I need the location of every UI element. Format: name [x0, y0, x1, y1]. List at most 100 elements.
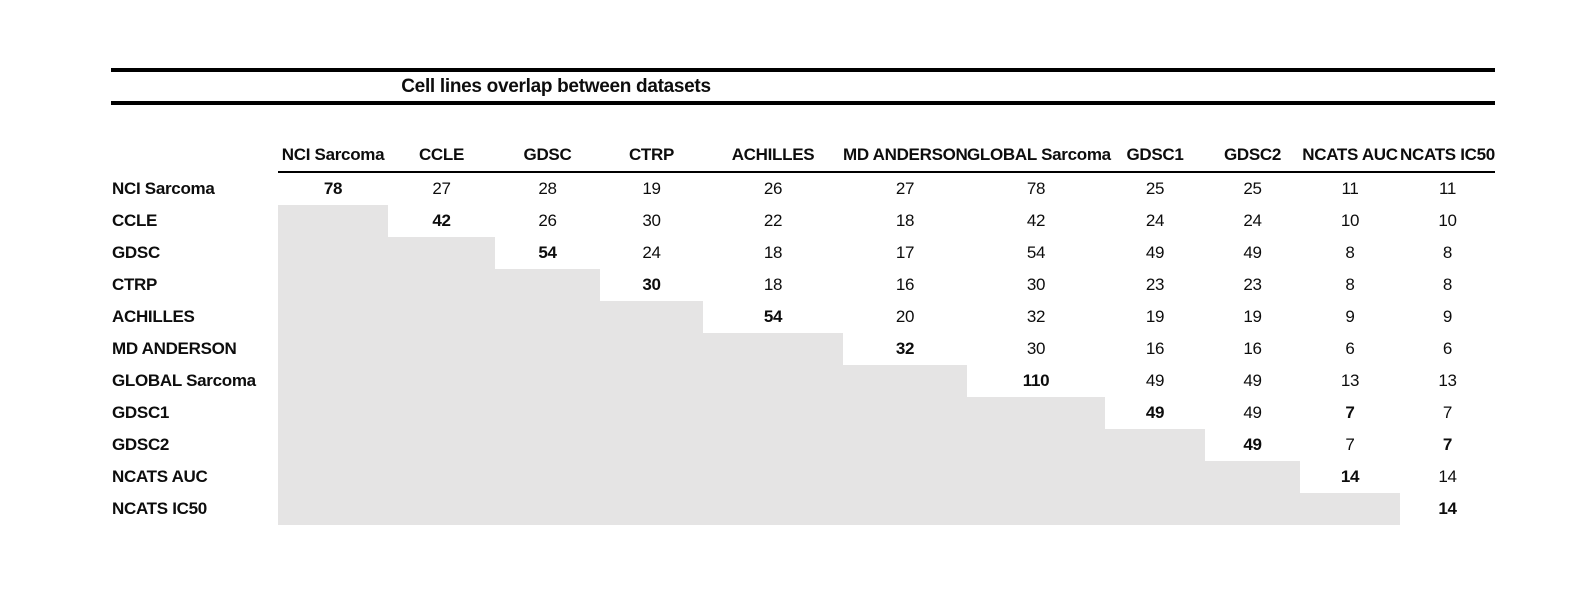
shaded-cell [600, 301, 703, 333]
shaded-cell [278, 429, 388, 461]
overlap-value-cell: 26 [763, 179, 783, 198]
shaded-cell [1105, 493, 1205, 525]
overlap-value-cell: 32 [895, 339, 915, 358]
overlap-value-cell: 54 [538, 243, 557, 262]
overlap-value-cell: 42 [1026, 211, 1046, 230]
overlap-value-cell: 27 [895, 179, 915, 198]
overlap-value-cell: 23 [1145, 275, 1165, 294]
title-bottom-rule [111, 101, 1495, 105]
shaded-cell [703, 493, 843, 525]
title-top-rule [111, 68, 1495, 72]
overlap-value-cell: 7 [1345, 435, 1355, 454]
table-row: GDSC1 49 49 7 7 [112, 397, 1495, 429]
table-row: MD ANDERSON 32 30 16 16 6 6 [112, 333, 1495, 365]
overlap-value-cell: 20 [895, 307, 915, 326]
row-label: NCI Sarcoma [112, 178, 215, 198]
overlap-value-cell: 30 [642, 211, 661, 230]
overlap-value-cell: 8 [1442, 275, 1453, 294]
shaded-cell [600, 365, 703, 397]
overlap-value-cell: 9 [1442, 307, 1453, 326]
table-row: NCATS IC50 14 [112, 493, 1495, 525]
overlap-value-cell: 7 [1442, 403, 1453, 422]
overlap-value-cell: 27 [432, 179, 451, 198]
overlap-value-cell: 19 [1243, 307, 1262, 326]
overlap-value-cell: 11 [1438, 179, 1457, 198]
overlap-value-cell: 18 [895, 211, 915, 230]
overlap-value-cell: 24 [1243, 211, 1262, 230]
shaded-cell [495, 333, 600, 365]
shaded-cell [388, 237, 495, 269]
overlap-value-cell: 7 [1345, 403, 1355, 422]
shaded-cell [1205, 493, 1300, 525]
table-header: NCI Sarcoma CCLE GDSC CTRP ACHILLES MD ANDERS… [112, 139, 1495, 173]
overlap-value-cell: 49 [1243, 243, 1262, 262]
column-header: NCATS AUC [1300, 139, 1400, 173]
table-row: CTRP 30 18 16 30 23 23 8 8 [112, 269, 1495, 301]
shaded-cell [278, 333, 388, 365]
row-label: GDSC1 [112, 403, 170, 422]
shaded-cell [388, 365, 495, 397]
shaded-cell [278, 493, 388, 525]
column-header: NCI Sarcoma [278, 139, 388, 173]
row-label: CTRP [112, 275, 158, 294]
row-label: CCLE [112, 211, 158, 230]
overlap-value-cell: 24 [1145, 211, 1165, 230]
overlap-value-cell: 16 [1243, 339, 1262, 358]
row-label: MD ANDERSON [112, 339, 237, 358]
overlap-value-cell: 54 [1026, 243, 1046, 262]
row-label: NCATS IC50 [112, 499, 207, 518]
overlap-value-cell: 23 [1243, 275, 1262, 294]
shaded-cell [388, 269, 495, 301]
overlap-value-cell: 17 [895, 243, 915, 262]
overlap-value-cell: 19 [642, 179, 661, 198]
shaded-cell [1105, 461, 1205, 493]
page-title: Cell lines overlap between datasets [401, 76, 711, 97]
shaded-cell [843, 429, 967, 461]
column-header: NCATS IC50 [1400, 139, 1495, 173]
shaded-cell [967, 397, 1105, 429]
shaded-cell [703, 397, 843, 429]
table-row: GDSC 54 24 18 17 54 49 49 8 8 [112, 237, 1495, 269]
column-header: GDSC1 [1105, 139, 1205, 173]
overlap-value-cell: 78 [1026, 179, 1046, 198]
shaded-cell [600, 493, 703, 525]
overlap-value-cell: 8 [1442, 243, 1453, 262]
column-header: GLOBAL Sarcoma [967, 139, 1111, 173]
overlap-value-cell: 13 [1438, 371, 1457, 390]
overlap-value-cell: 8 [1345, 243, 1355, 262]
overlap-value-cell: 10 [1438, 211, 1457, 230]
overlap-value-cell: 7 [1442, 435, 1453, 454]
shaded-cell [278, 269, 388, 301]
row-label: ACHILLES [112, 307, 195, 326]
overlap-value-cell: 14 [1340, 467, 1360, 486]
column-header: MD ANDERSON [843, 139, 968, 173]
overlap-value-cell: 14 [1438, 467, 1457, 486]
table-row: ACHILLES 54 20 32 19 19 9 9 [112, 301, 1495, 333]
shaded-cell [967, 461, 1105, 493]
overlap-value-cell: 19 [1145, 307, 1165, 326]
overlap-value-cell: 24 [642, 243, 661, 262]
overlap-value-cell: 13 [1340, 371, 1360, 390]
shaded-cell [843, 493, 967, 525]
table-row: GDSC2 49 7 7 [112, 429, 1495, 461]
shaded-cell [703, 429, 843, 461]
table-row: GLOBAL Sarcoma 110 49 49 13 13 [112, 365, 1495, 397]
overlap-value-cell: 110 [1022, 371, 1050, 390]
overlap-value-cell: 49 [1145, 403, 1165, 422]
overlap-value-cell: 30 [1026, 339, 1046, 358]
shaded-cell [495, 365, 600, 397]
shaded-cell [388, 429, 495, 461]
corner-cell [112, 139, 278, 172]
shaded-cell [600, 397, 703, 429]
shaded-cell [703, 461, 843, 493]
overlap-value-cell: 32 [1026, 307, 1046, 326]
overlap-value-cell: 9 [1345, 307, 1355, 326]
header-row: NCI Sarcoma CCLE GDSC CTRP ACHILLES MD ANDERS… [112, 139, 1495, 173]
shaded-cell [600, 429, 703, 461]
shaded-cell [388, 461, 495, 493]
shaded-cell [278, 237, 388, 269]
row-label: GLOBAL Sarcoma [112, 371, 256, 390]
overlap-value-cell: 30 [1026, 275, 1046, 294]
shaded-cell [843, 365, 967, 397]
shaded-cell [600, 461, 703, 493]
